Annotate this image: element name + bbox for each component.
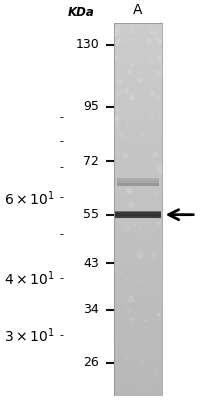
Text: 95: 95 — [83, 100, 99, 113]
Text: A: A — [133, 3, 143, 17]
Text: 130: 130 — [75, 38, 99, 51]
Text: 26: 26 — [83, 356, 99, 369]
Text: KDa: KDa — [68, 6, 94, 19]
Text: 34: 34 — [83, 303, 99, 316]
Text: 43: 43 — [83, 257, 99, 270]
Text: 55: 55 — [83, 208, 99, 221]
Text: 72: 72 — [83, 155, 99, 168]
